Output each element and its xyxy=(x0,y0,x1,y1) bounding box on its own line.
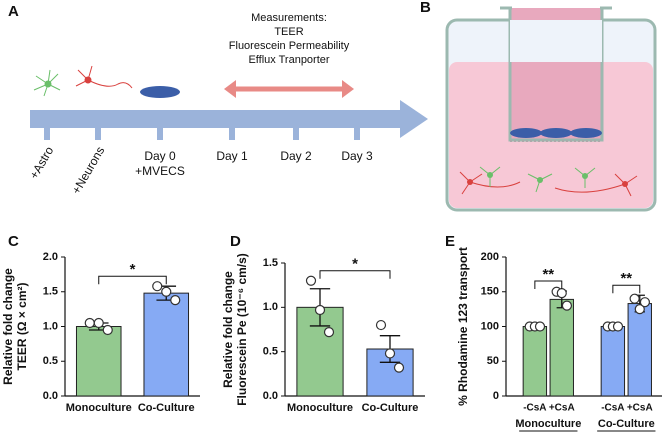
measurement-text: Fluorescein Permeability xyxy=(229,40,350,52)
data-point xyxy=(161,286,172,297)
y-tick-label: 100 xyxy=(481,320,499,332)
panel-label: C xyxy=(8,233,19,250)
data-point xyxy=(556,288,567,299)
data-point xyxy=(639,297,651,308)
y-axis-label: TEER (Ω × cm²) xyxy=(15,283,29,371)
bar xyxy=(522,326,548,397)
step-label: Day 2 xyxy=(280,149,312,163)
timeline-tick xyxy=(229,128,235,140)
x-tick-label: Co-Culture xyxy=(362,402,419,414)
significance-label: ** xyxy=(542,266,554,283)
data-point xyxy=(561,300,573,311)
data-point xyxy=(375,319,387,331)
data-point xyxy=(629,293,640,304)
endothelial-icon xyxy=(140,86,180,98)
panel-label: E xyxy=(445,233,455,250)
x-tick-label: Monoculture xyxy=(287,402,353,414)
y-axis-label: Relative fold change xyxy=(221,271,235,388)
y-axis-label: % Rhodamine 123 transport xyxy=(456,247,470,406)
y-tick-label: 0.0 xyxy=(43,390,58,402)
endothelial-layer xyxy=(510,128,602,138)
bar xyxy=(549,298,574,397)
step-label: +Astro xyxy=(27,144,57,182)
bar xyxy=(75,326,122,397)
step-label: +Neurons xyxy=(69,144,107,196)
arrow-head xyxy=(224,80,236,98)
x-tick-label: +CsA xyxy=(549,403,575,414)
timeline-tick xyxy=(95,128,101,140)
x-tick-label: Monoculture xyxy=(66,402,132,414)
neural-cells xyxy=(459,166,638,197)
panel-label: D xyxy=(230,233,241,250)
significance-label: * xyxy=(130,261,136,278)
y-tick-label: 150 xyxy=(481,286,499,298)
data-point xyxy=(170,294,181,306)
y-tick-label: 50 xyxy=(487,355,499,367)
panel-label: B xyxy=(420,0,431,16)
x-tick-label: -CsA xyxy=(601,403,624,414)
data-point xyxy=(393,362,405,373)
timeline-head xyxy=(400,100,428,138)
timeline-tick xyxy=(293,128,299,140)
data-point xyxy=(102,324,113,336)
step-label: Day 0 xyxy=(144,149,176,163)
bar xyxy=(627,303,652,397)
significance-bracket xyxy=(319,270,391,279)
y-tick-label: 1.0 xyxy=(43,320,58,332)
neuron-icon xyxy=(75,65,133,89)
bar xyxy=(600,326,626,397)
measurement-text: Measurements: xyxy=(251,12,327,24)
significance-bracket xyxy=(98,275,167,285)
y-tick-label: 2.0 xyxy=(43,251,58,263)
y-axis-label: Relative fold change xyxy=(1,268,15,385)
x-tick-label: -CsA xyxy=(523,403,546,414)
data-point xyxy=(534,321,546,332)
group-label: Monoculture xyxy=(515,418,581,430)
x-tick-label: Co-Culture xyxy=(138,402,195,414)
y-tick-label: 0 xyxy=(493,390,499,402)
y-tick-label: 0.5 xyxy=(263,346,278,358)
timeline-tick xyxy=(354,128,360,140)
data-point xyxy=(93,317,104,329)
y-tick-label: 1.5 xyxy=(263,257,278,269)
measurement-text: Efflux Tranporter xyxy=(248,54,329,66)
step-label: Day 3 xyxy=(341,149,373,163)
significance-label: ** xyxy=(620,270,632,287)
bar xyxy=(143,292,190,397)
x-tick-label: +CsA xyxy=(627,403,653,414)
measurement-text: TEER xyxy=(274,26,303,38)
panel-label: A xyxy=(8,3,19,20)
timeline-tick xyxy=(157,128,163,140)
data-point xyxy=(384,348,396,359)
group-label: Co-Culture xyxy=(598,418,655,430)
y-tick-label: 0.0 xyxy=(263,390,278,402)
y-tick-label: 1.0 xyxy=(263,301,278,313)
data-point xyxy=(305,275,317,286)
data-point xyxy=(314,304,326,316)
insert-air xyxy=(510,20,602,62)
arrow-head xyxy=(342,80,354,98)
data-point xyxy=(634,304,645,315)
data-point xyxy=(323,327,335,338)
data-point xyxy=(612,321,624,332)
timeline-bar xyxy=(30,110,400,128)
astrocyte-icon xyxy=(33,69,61,97)
significance-bracket xyxy=(534,280,563,290)
timeline-tick xyxy=(44,128,50,140)
y-tick-label: 0.5 xyxy=(43,355,58,367)
y-tick-label: 200 xyxy=(481,251,499,263)
significance-label: * xyxy=(352,256,358,273)
y-axis-label: Fluorescein Pe (10⁻⁶ cm/s) xyxy=(235,253,249,406)
y-tick-label: 1.5 xyxy=(43,286,58,298)
data-point xyxy=(84,317,95,329)
step-label: +MVECS xyxy=(135,164,185,178)
data-point xyxy=(152,281,163,292)
step-label: Day 1 xyxy=(216,149,248,163)
significance-bracket xyxy=(612,284,641,294)
